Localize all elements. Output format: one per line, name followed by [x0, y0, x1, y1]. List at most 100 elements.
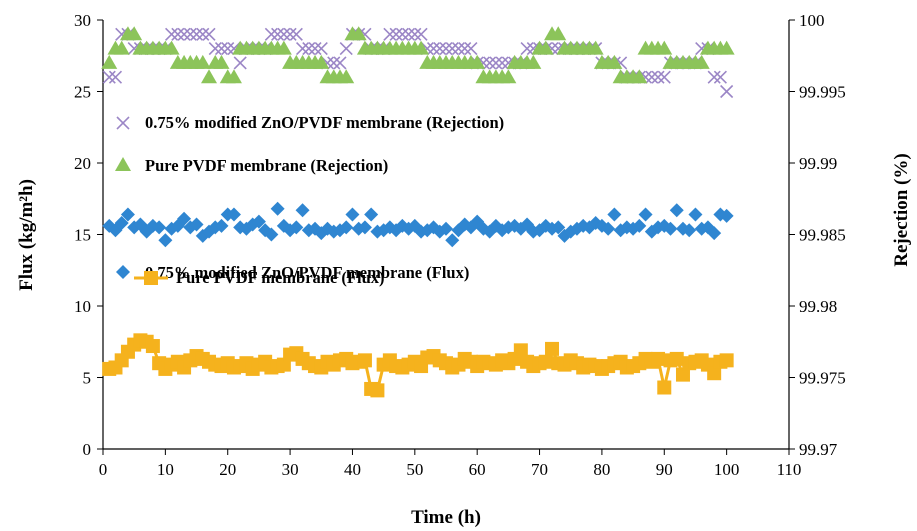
x-tick-label: 60 — [469, 460, 486, 479]
legend-marker — [116, 265, 130, 279]
data-point — [631, 69, 648, 84]
data-point — [669, 351, 684, 366]
data-point — [520, 42, 534, 56]
data-point — [445, 42, 459, 56]
left-y-tick-label: 10 — [74, 297, 91, 316]
legend-label: 0.75% modified ZnO/PVDF membrane (Reject… — [145, 113, 504, 132]
data-point — [251, 214, 266, 229]
legend-label: Pure PVDF membrane (Rejection) — [145, 156, 388, 175]
legend-marker-cross-icon — [116, 116, 130, 130]
data-point — [413, 40, 430, 55]
data-point — [277, 27, 291, 41]
data-point — [214, 218, 229, 233]
left-y-tick-label: 15 — [74, 226, 91, 245]
legend-marker-square-icon — [134, 271, 168, 285]
legend-marker — [116, 116, 130, 130]
data-point — [183, 27, 197, 41]
data-point — [389, 27, 403, 41]
x-tick-label: 100 — [714, 460, 740, 479]
legend-item-pvdf-flux: Pure PVDF membrane (Flux) — [134, 268, 385, 287]
data-point — [525, 54, 542, 69]
data-point — [445, 233, 460, 248]
data-point — [208, 42, 222, 56]
data-point — [638, 207, 653, 222]
data-point — [158, 233, 173, 248]
data-point — [221, 42, 235, 56]
data-point — [500, 69, 517, 84]
data-point — [601, 221, 616, 236]
legend: 0.75% modified ZnO/PVDF membrane (Reject… — [115, 113, 504, 287]
x-tick-label: 0 — [99, 460, 108, 479]
data-point — [651, 70, 665, 84]
x-tick-label: 110 — [777, 460, 802, 479]
data-point — [688, 207, 703, 222]
data-point — [194, 54, 211, 69]
data-point — [383, 27, 397, 41]
data-point — [350, 26, 367, 41]
data-point — [720, 84, 734, 99]
data-point — [495, 56, 509, 70]
data-point — [426, 42, 441, 56]
right-y-axis-title: Rejection (%) — [891, 153, 912, 266]
left-y-tick-label: 20 — [74, 154, 91, 173]
data-point — [414, 27, 428, 41]
data-point — [270, 201, 285, 216]
data-point — [213, 54, 230, 69]
series-2 — [102, 201, 734, 248]
data-point — [113, 40, 130, 55]
data-point — [357, 220, 372, 235]
data-point — [682, 223, 697, 238]
data-point — [464, 42, 478, 56]
ticks: 0 10 20 30 40 50 60 70 80 90 100 110 0 5 10 15 20 25 30 99.… — [74, 11, 846, 479]
data-point — [189, 217, 204, 232]
data-point — [327, 56, 341, 70]
data-point — [264, 27, 278, 41]
data-point — [120, 207, 135, 222]
legend-item-zno-flux: 0.75% modified ZnO/PVDF membrane (Flux) — [116, 263, 469, 282]
left-y-tick-label: 30 — [74, 11, 91, 30]
data-point — [233, 56, 247, 70]
data-point — [152, 220, 167, 235]
data-point — [458, 42, 472, 56]
data-point — [433, 42, 447, 56]
data-point — [657, 380, 672, 395]
data-point — [607, 207, 622, 222]
x-tick-label: 50 — [406, 460, 423, 479]
data-point — [550, 26, 567, 41]
data-point — [713, 70, 727, 84]
data-point — [226, 207, 241, 222]
legend-item-pvdf-rejection: Pure PVDF membrane (Rejection) — [115, 156, 388, 175]
x-tick-label: 90 — [656, 460, 673, 479]
data-point — [126, 26, 143, 41]
right-y-tick-label: 99.98 — [799, 297, 837, 316]
data-point — [364, 207, 379, 222]
data-point — [513, 343, 528, 358]
data-point — [651, 351, 666, 366]
data-point — [632, 218, 647, 233]
data-point — [707, 70, 721, 84]
x-axis-title: Time (h) — [411, 507, 481, 528]
data-point — [718, 40, 735, 55]
right-y-tick-label: 99.995 — [799, 83, 846, 102]
legend-marker-triangle-icon — [115, 157, 131, 171]
left-y-axis-title: Flux (kg/m²h) — [16, 179, 37, 291]
legend-label: Pure PVDF membrane (Flux) — [176, 268, 385, 287]
data-point — [469, 54, 486, 69]
data-point — [345, 207, 360, 222]
data-point — [101, 54, 118, 69]
data-point — [537, 40, 554, 55]
legend-label: 0.75% modified ZnO/PVDF membrane (Flux) — [145, 263, 469, 282]
x-tick-label: 30 — [282, 460, 299, 479]
data-point — [370, 383, 385, 398]
left-y-tick-label: 25 — [74, 83, 91, 102]
data-point — [538, 354, 553, 369]
data-point — [214, 42, 229, 56]
data-point — [669, 203, 684, 218]
data-point — [314, 42, 328, 56]
data-point — [201, 69, 218, 84]
data-point — [189, 27, 204, 41]
data-point — [357, 353, 372, 368]
left-y-tick-label: 0 — [83, 440, 92, 459]
legend-marker — [115, 157, 131, 171]
